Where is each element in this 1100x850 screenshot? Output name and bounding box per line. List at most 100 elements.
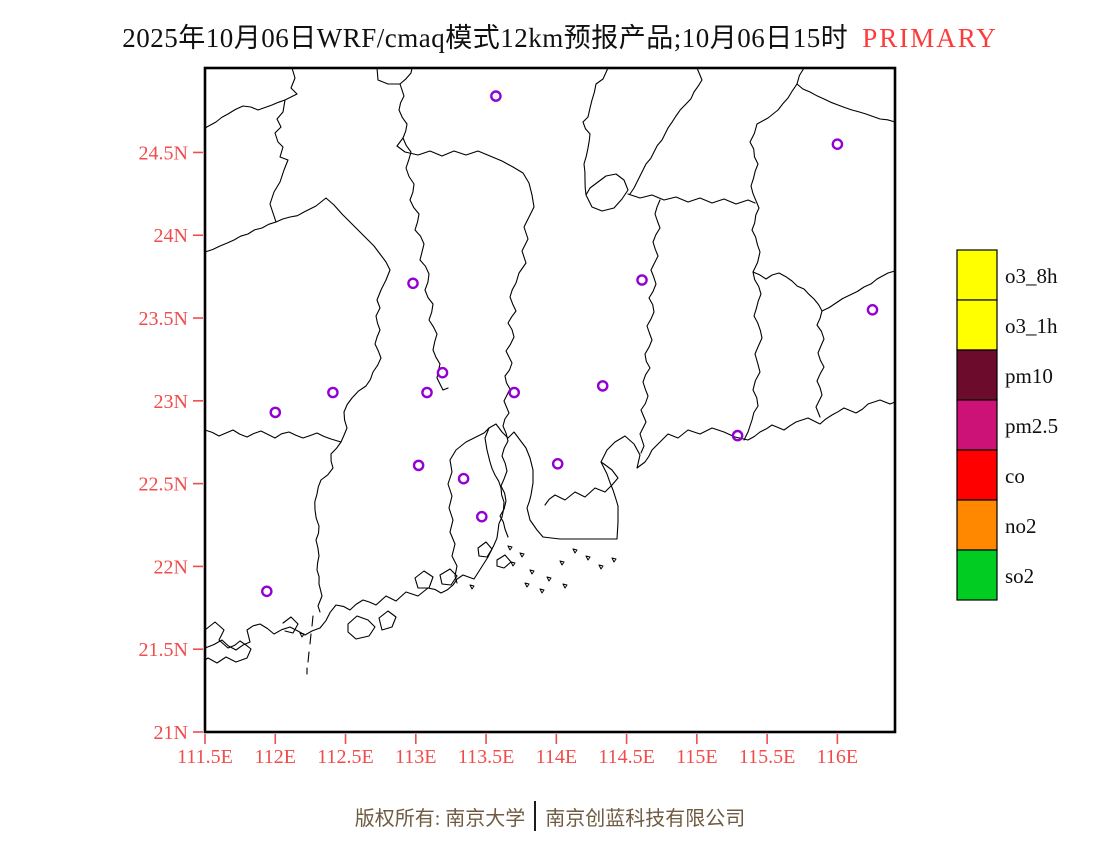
boundary-line <box>282 616 299 634</box>
legend-swatch-pm2.5 <box>956 399 998 451</box>
lat-tick-label: 22.5N <box>139 474 188 496</box>
islet-mark <box>572 548 578 554</box>
station-marker <box>412 459 425 472</box>
station-marker <box>508 386 521 399</box>
lat-tick-label: 22N <box>154 556 188 578</box>
dashed-boundary <box>311 615 314 627</box>
boundary-line <box>639 199 661 454</box>
islet-mark <box>524 582 530 588</box>
boundary-line <box>752 270 896 312</box>
boundary-line <box>629 67 703 195</box>
lon-tick-label: 113E <box>395 746 436 768</box>
map-border <box>203 66 897 734</box>
boundary-line <box>815 310 825 418</box>
legend-label-pm2.5: pm2.5 <box>1005 414 1058 438</box>
islet-mark <box>507 545 513 551</box>
boundary-line <box>204 621 252 664</box>
islet-mark <box>546 576 552 582</box>
legend-label-o3_8h: o3_8h <box>1005 264 1058 288</box>
lon-tick-label: 115.5E <box>739 746 795 768</box>
station-marker <box>421 386 433 399</box>
legend-label-no2: no2 <box>1005 514 1037 538</box>
legend-swatch-pm10 <box>956 349 998 401</box>
station-marker <box>436 366 449 379</box>
station-marker <box>596 380 609 392</box>
legend-swatch-co <box>956 449 998 501</box>
boundary-line <box>396 137 535 538</box>
legend-label-co: co <box>1005 464 1025 488</box>
boundary-line <box>582 67 629 212</box>
boundary-line <box>376 67 413 85</box>
legend-swatch-o3_8h <box>956 249 998 301</box>
boundary-line <box>542 505 619 540</box>
islet-mark <box>519 552 525 558</box>
islet-mark <box>559 560 565 566</box>
boundary-line <box>204 197 391 613</box>
lat-tick-label: 24.5N <box>139 142 188 164</box>
station-marker <box>269 406 282 419</box>
page-title: 2025年10月06日WRF/cmaq模式12km预报产品;10月06日15时 P… <box>60 16 1060 55</box>
boundary-line <box>204 67 298 129</box>
primary-pollutant-tag: PRIMARY <box>862 23 998 53</box>
legend-label-so2: so2 <box>1005 564 1034 588</box>
lon-tick-label: 112.5E <box>317 746 373 768</box>
islet-mark <box>585 555 591 561</box>
islet-mark <box>299 632 305 638</box>
islet-mark <box>529 569 535 575</box>
copyright-owner: 版权所有: 南京大学 <box>354 807 526 830</box>
boundary-line <box>269 99 289 223</box>
boundary-line <box>544 461 619 506</box>
islet-mark <box>469 584 475 590</box>
boundary-line <box>488 423 544 538</box>
lat-tick-label: 21.5N <box>139 639 188 661</box>
legend-swatch-no2 <box>956 499 998 551</box>
boundary-line <box>627 193 756 205</box>
dashed-boundary <box>309 633 312 645</box>
island-outline <box>496 554 512 569</box>
station-marker <box>475 510 488 523</box>
station-marker <box>260 585 273 598</box>
lat-tick-label: 21N <box>154 722 188 744</box>
legend-label-o3_1h: o3_1h <box>1005 314 1058 338</box>
legend-swatch-o3_1h <box>956 299 998 351</box>
islet-mark <box>510 561 516 567</box>
island-outline <box>477 541 493 558</box>
lat-tick-label: 24N <box>154 225 188 247</box>
lon-tick-label: 116E <box>817 746 858 768</box>
boundary-line <box>398 83 449 391</box>
boundary-line <box>447 427 490 584</box>
station-marker <box>636 274 648 286</box>
forecast-title-text: 2025年10月06日WRF/cmaq模式12km预报产品;10月06日15时 <box>122 23 849 53</box>
lon-tick-label: 115E <box>676 746 717 768</box>
islet-mark <box>539 588 545 594</box>
copyright-footer: 版权所有: 南京大学 南京创蓝科技有限公司 <box>0 801 1100 831</box>
boundary-layer <box>204 67 896 675</box>
lon-tick-label: 111.5E <box>177 746 233 768</box>
lon-tick-label: 112E <box>255 746 296 768</box>
lon-tick-label: 113.5E <box>458 746 514 768</box>
station-marker <box>551 457 564 470</box>
boundary-line <box>743 67 805 441</box>
islet-mark <box>562 583 568 589</box>
islet-mark <box>598 564 604 570</box>
station-marker <box>457 472 470 485</box>
station-marker <box>490 90 502 102</box>
dashed-boundary <box>307 651 310 663</box>
island-outline <box>439 568 458 586</box>
island-outline <box>414 570 434 589</box>
island-outline <box>347 615 376 640</box>
lon-tick-label: 114E <box>536 746 577 768</box>
boundary-line <box>204 429 342 443</box>
station-marker <box>407 277 419 290</box>
station-marker <box>866 303 879 316</box>
legend-label-pm10: pm10 <box>1005 364 1053 388</box>
boundary-line <box>600 399 896 507</box>
islet-mark <box>611 557 617 563</box>
boundary-line <box>204 427 505 651</box>
station-marker <box>327 386 339 399</box>
station-marker <box>831 138 844 150</box>
lon-tick-label: 114.5E <box>598 746 654 768</box>
island-outline <box>378 610 397 631</box>
